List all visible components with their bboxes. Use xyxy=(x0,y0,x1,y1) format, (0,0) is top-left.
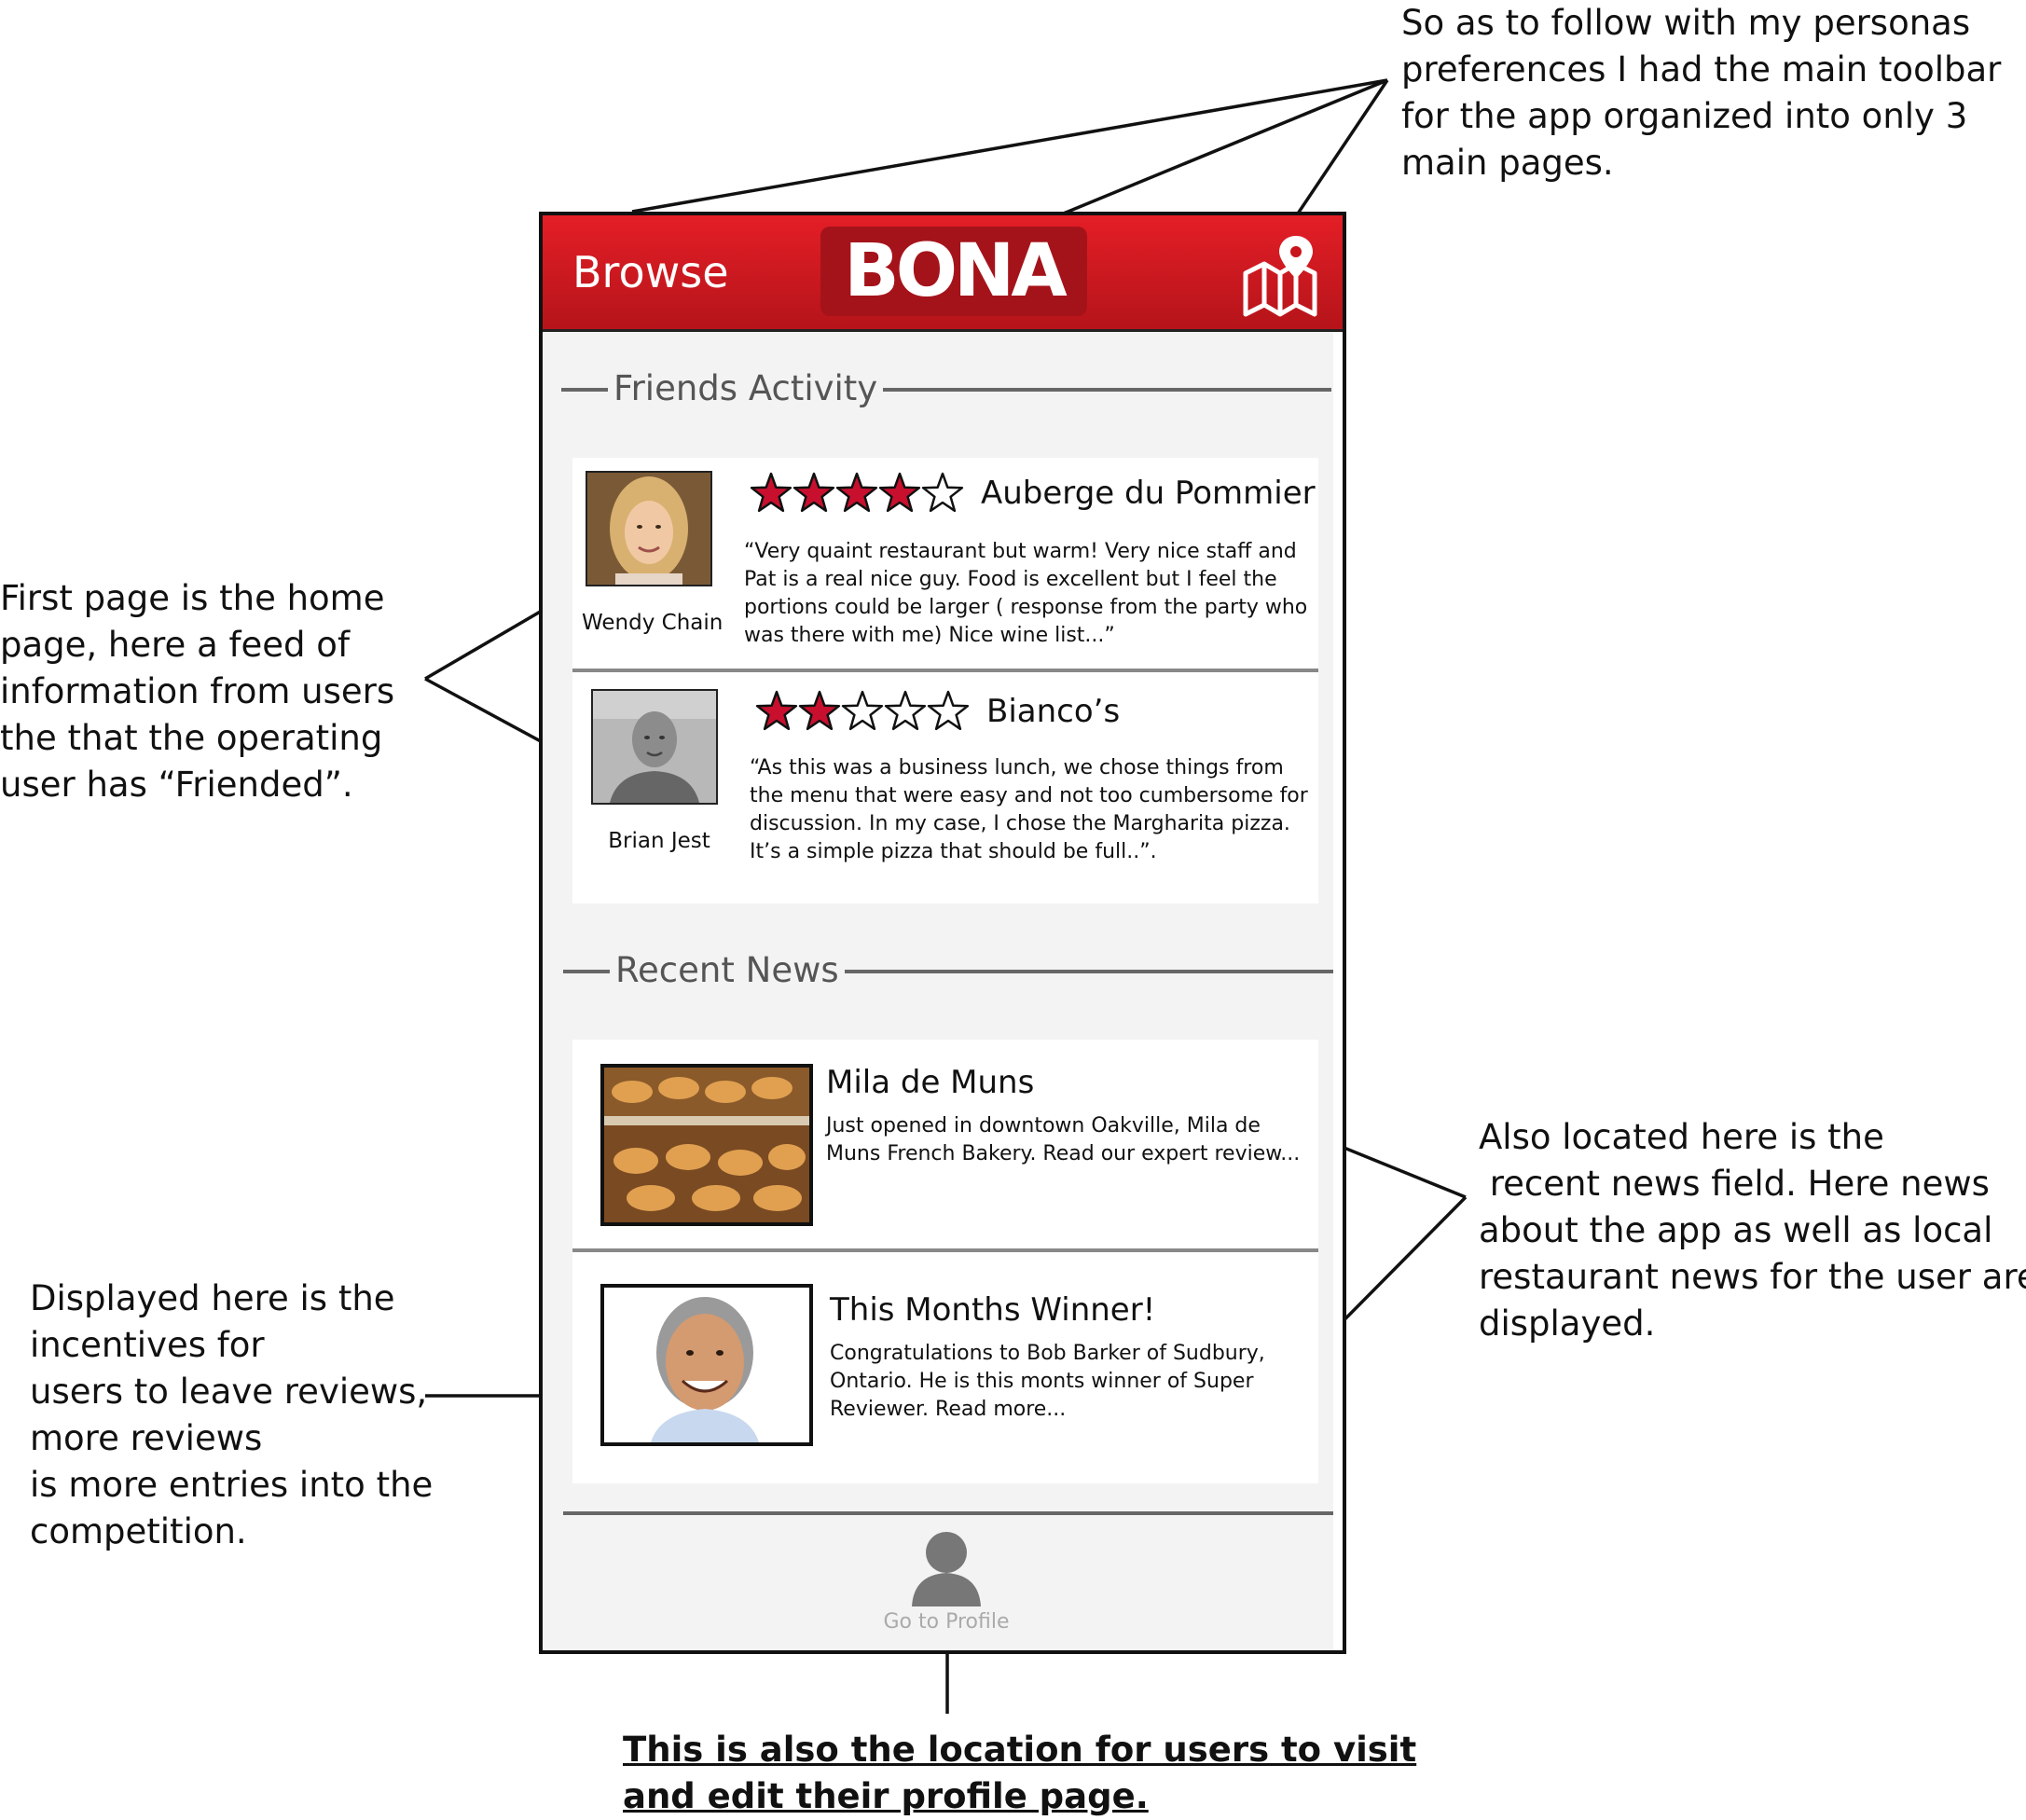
news-line: Just opened in downtown Oakville, Mila d… xyxy=(826,1114,1261,1138)
star-rating xyxy=(755,689,970,732)
avatar[interactable] xyxy=(586,471,712,586)
news-line: Reviewer. Read more... xyxy=(830,1398,1067,1421)
profile-annotation: This is also the location for users to v… xyxy=(623,1727,1416,1820)
winner-image xyxy=(604,1288,809,1442)
star-filled-icon xyxy=(878,472,921,513)
news-line: Congratulations to Bob Barker of Sudbury… xyxy=(830,1342,1265,1365)
star-filled-icon xyxy=(835,472,878,513)
review-text: “As this was a business lunch, we chose … xyxy=(750,754,1308,866)
review-item[interactable]: Brian Jest Bianco’s “As this was a busin… xyxy=(572,674,1318,903)
annotation-line: is more entries into the xyxy=(30,1465,434,1505)
annotation-line: for the app organized into only 3 xyxy=(1401,96,1968,136)
review-text: “Very quaint restaurant but warm! Very n… xyxy=(744,538,1307,650)
recent-news-card: Mila de Muns Just opened in downtown Oak… xyxy=(572,1040,1318,1483)
annotation-line: Also located here is the xyxy=(1479,1117,1884,1157)
map-pin-icon[interactable] xyxy=(1240,234,1320,318)
review-item[interactable]: Wendy Chain Auberge du Pommier “Very qua… xyxy=(572,458,1318,670)
avatar[interactable] xyxy=(591,689,718,805)
go-to-profile-button[interactable]: Go to Profile xyxy=(878,1528,1014,1648)
reviewer-name[interactable]: Brian Jest xyxy=(608,829,710,853)
annotation-line: recent news field. Here news xyxy=(1479,1164,1990,1204)
annotation-line: and edit their profile page. xyxy=(623,1776,1149,1816)
review-line: was there with me) Nice wine list...” xyxy=(744,624,1115,647)
annotation-line: page, here a feed of xyxy=(0,625,350,665)
annotation-line: Displayed here is the xyxy=(30,1278,395,1318)
review-line: “Very quaint restaurant but warm! Very n… xyxy=(744,540,1297,563)
review-line: Pat is a real nice guy. Food is excellen… xyxy=(744,568,1277,591)
review-line: the menu that were easy and not too cumb… xyxy=(750,784,1308,807)
person-icon xyxy=(912,1532,981,1606)
annotation-line: So as to follow with my personas xyxy=(1401,3,1971,43)
restaurant-name[interactable]: Bianco’s xyxy=(986,693,1121,730)
profile-label: Go to Profile xyxy=(883,1610,1010,1634)
annotation-line: the that the operating xyxy=(0,718,383,758)
annotation-line: about the app as well as local xyxy=(1479,1210,1993,1250)
winner-photo[interactable] xyxy=(600,1284,813,1446)
bakery-photo[interactable] xyxy=(600,1064,813,1226)
scroll-track xyxy=(1333,332,1343,1650)
incentives-annotation: Displayed here is the incentives for use… xyxy=(30,1275,433,1555)
news-line: Ontario. He is this monts winner of Supe… xyxy=(830,1370,1254,1393)
star-filled-icon xyxy=(750,472,792,513)
review-line: portions could be larger ( response from… xyxy=(744,596,1308,619)
main-toolbar: Browse BONA xyxy=(543,215,1343,332)
app-logo[interactable]: BONA xyxy=(820,227,1087,316)
annotation-line: restaurant news for the user are xyxy=(1479,1257,2026,1297)
annotation-line: users to leave reviews, xyxy=(30,1372,428,1412)
friends-activity-heading: Friends Activity xyxy=(608,368,884,409)
news-item[interactable]: Mila de Muns Just opened in downtown Oak… xyxy=(572,1040,1318,1250)
item-divider xyxy=(572,669,1318,672)
reviewer-name[interactable]: Wendy Chain xyxy=(582,611,724,635)
person-photo xyxy=(593,691,716,803)
star-empty-icon xyxy=(841,690,884,731)
person-photo xyxy=(587,473,710,585)
star-empty-icon xyxy=(921,472,964,513)
annotation-line: incentives for xyxy=(30,1325,265,1365)
browse-tab[interactable]: Browse xyxy=(572,247,729,297)
news-annotation: Also located here is the recent news fie… xyxy=(1479,1114,2026,1347)
recent-news-heading: Recent News xyxy=(610,950,845,991)
phone-screen: Browse BONA Friends Activity xyxy=(539,212,1346,1654)
annotation-line: displayed. xyxy=(1479,1303,1656,1344)
section-rule xyxy=(563,970,1333,973)
feed-annotation: First page is the home page, here a feed… xyxy=(0,575,394,808)
news-item[interactable]: This Months Winner! Congratulations to B… xyxy=(572,1254,1318,1483)
annotation-line: preferences I had the main toolbar xyxy=(1401,49,2002,90)
annotation-line: competition. xyxy=(30,1511,247,1551)
review-line: It’s a simple pizza that should be full.… xyxy=(750,840,1157,863)
news-line: Muns French Bakery. Read our expert revi… xyxy=(826,1142,1301,1165)
news-title[interactable]: Mila de Muns xyxy=(826,1064,1035,1101)
news-title[interactable]: This Months Winner! xyxy=(830,1291,1156,1329)
annotation-line: First page is the home xyxy=(0,578,385,618)
star-empty-icon xyxy=(927,690,970,731)
toolbar-annotation: So as to follow with my personas prefere… xyxy=(1401,0,2001,186)
review-line: discussion. In my case, I chose the Marg… xyxy=(750,812,1290,835)
annotation-line: more reviews xyxy=(30,1418,263,1458)
star-filled-icon xyxy=(755,690,798,731)
news-text: Congratulations to Bob Barker of Sudbury… xyxy=(830,1340,1265,1424)
section-rule xyxy=(563,1511,1333,1515)
annotation-line: This is also the location for users to v… xyxy=(623,1730,1417,1770)
restaurant-name[interactable]: Auberge du Pommier xyxy=(981,475,1316,512)
annotation-line: main pages. xyxy=(1401,143,1614,183)
star-rating xyxy=(750,471,964,514)
friends-activity-card: Wendy Chain Auberge du Pommier “Very qua… xyxy=(572,458,1318,903)
star-empty-icon xyxy=(884,690,927,731)
annotation-line: information from users xyxy=(0,671,395,711)
annotation-line: user has “Friended”. xyxy=(0,765,353,805)
star-filled-icon xyxy=(798,690,841,731)
star-filled-icon xyxy=(792,472,835,513)
bakery-image xyxy=(604,1068,809,1222)
review-line: “As this was a business lunch, we chose … xyxy=(750,756,1284,779)
news-text: Just opened in downtown Oakville, Mila d… xyxy=(826,1112,1300,1168)
item-divider xyxy=(572,1248,1318,1252)
section-rule xyxy=(561,388,1331,392)
